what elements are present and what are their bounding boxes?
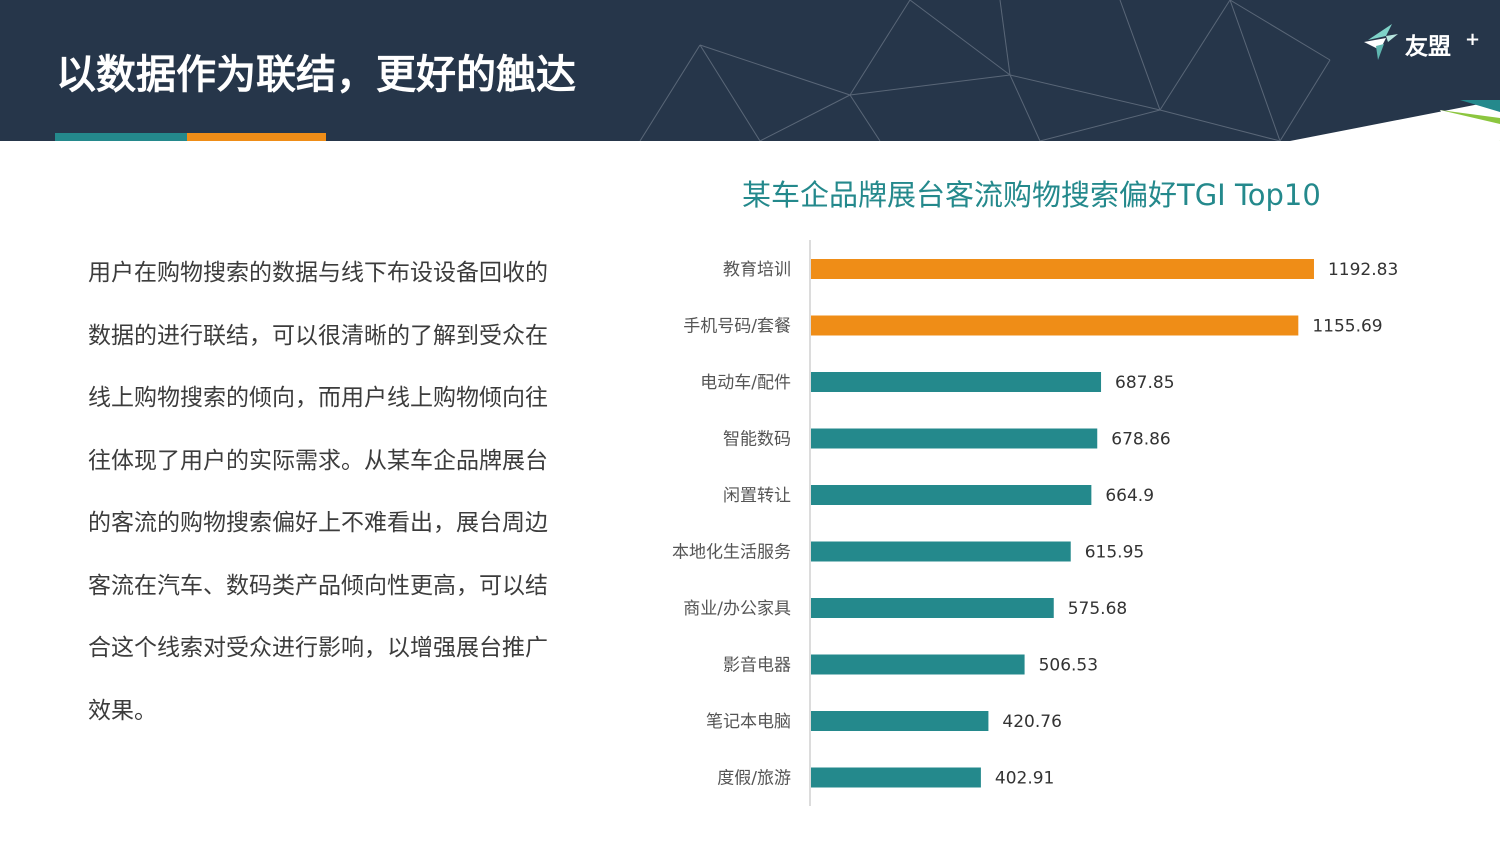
logo-plus: + bbox=[1465, 29, 1481, 50]
hummingbird-logo-icon bbox=[1364, 24, 1398, 60]
category-label: 商业/办公家具 bbox=[683, 599, 791, 619]
accent-bar-teal bbox=[55, 133, 187, 141]
bar-7 bbox=[811, 654, 1025, 675]
page-title: 以数据作为联结，更好的触达 bbox=[56, 52, 576, 98]
bar-1 bbox=[811, 315, 1299, 336]
value-label: 1155.69 bbox=[1312, 317, 1382, 337]
category-label: 教育培训 bbox=[723, 260, 791, 280]
value-label: 687.85 bbox=[1115, 373, 1174, 393]
bar-9 bbox=[811, 767, 981, 788]
bar-8 bbox=[811, 711, 989, 731]
value-label: 575.68 bbox=[1068, 599, 1127, 619]
bar-3 bbox=[811, 428, 1098, 449]
chart-title: 某车企品牌展台客流购物搜索偏好TGI Top10 bbox=[742, 178, 1321, 212]
category-label: 笔记本电脑 bbox=[706, 712, 791, 732]
category-label: 度假/旅游 bbox=[717, 769, 791, 789]
value-label: 420.76 bbox=[1002, 712, 1061, 732]
value-label: 506.53 bbox=[1039, 656, 1098, 676]
bar-6 bbox=[811, 598, 1054, 618]
value-label: 402.91 bbox=[995, 769, 1054, 789]
value-label: 615.95 bbox=[1085, 543, 1144, 563]
bar-0 bbox=[811, 259, 1314, 279]
bar-2 bbox=[811, 372, 1102, 392]
bar-4 bbox=[811, 485, 1092, 505]
value-label: 664.9 bbox=[1105, 486, 1154, 506]
category-label: 影音电器 bbox=[723, 656, 791, 676]
category-label: 本地化生活服务 bbox=[672, 543, 791, 563]
body-paragraph: 用户在购物搜索的数据与线下布设设备回收的数据的进行联结，可以很清晰的了解到受众在… bbox=[88, 260, 548, 724]
logo-text: 友盟 bbox=[1405, 34, 1451, 60]
corner-accent bbox=[1290, 100, 1500, 141]
category-label: 闲置转让 bbox=[723, 486, 791, 506]
accent-bar-orange bbox=[187, 133, 326, 141]
category-label: 智能数码 bbox=[723, 430, 791, 450]
logo: 友盟 + bbox=[1362, 20, 1492, 64]
category-label: 电动车/配件 bbox=[700, 373, 791, 393]
bar-5 bbox=[811, 541, 1071, 562]
header-banner: 以数据作为联结，更好的触达 友盟 + bbox=[0, 0, 1500, 141]
decorative-lines bbox=[639, 0, 1331, 141]
category-label: 手机号码/套餐 bbox=[683, 317, 791, 337]
value-label: 678.86 bbox=[1111, 430, 1170, 450]
value-label: 1192.83 bbox=[1328, 260, 1398, 280]
